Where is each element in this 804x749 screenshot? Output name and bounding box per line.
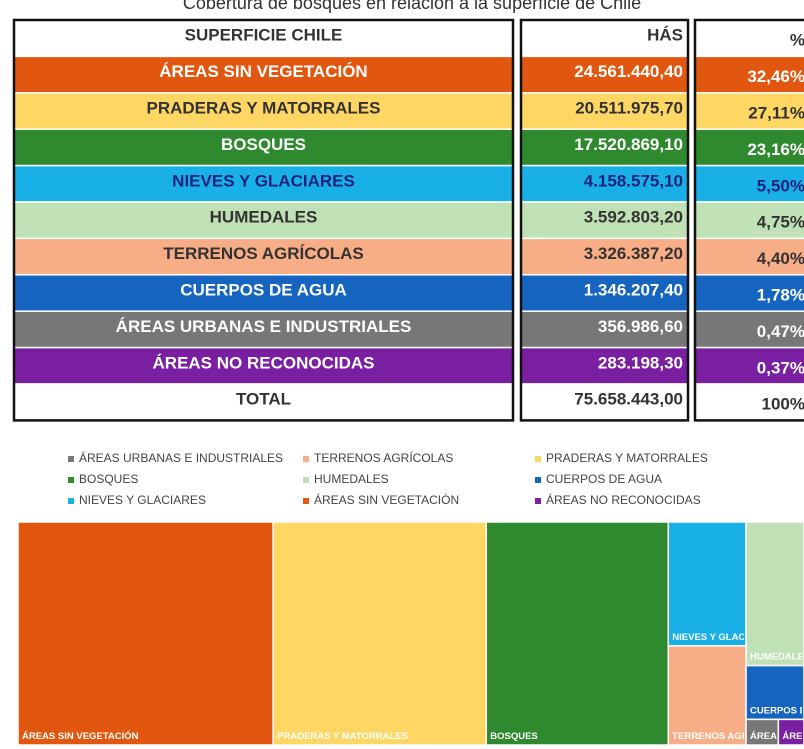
treemap-label: HUMEDALES: [750, 652, 804, 663]
treemap-label: ÁREAS NO RECONOCIDAS: [782, 731, 804, 742]
table-cell: [520, 201, 689, 240]
table-text: ÁREAS SIN VEGETACIÓN: [159, 62, 367, 81]
table-cell: [694, 128, 804, 167]
legend-label: HUMEDALES: [314, 472, 389, 486]
treemap-label: BOSQUES: [490, 731, 538, 742]
table-cell: [694, 19, 804, 58]
table-text: SUPERFICIE CHILE: [185, 26, 343, 45]
table-cell: [520, 128, 689, 167]
treemap-tile: [485, 521, 670, 746]
treemap-tile: [667, 521, 747, 647]
legend-swatch: [68, 477, 74, 483]
legend-swatch: [535, 498, 541, 504]
table-column-border: [693, 18, 804, 422]
table-text: 23,16%: [747, 140, 804, 159]
page-title: Cobertura de bosques en relación a la su…: [183, 0, 641, 13]
table-text: 4,40%: [757, 249, 804, 268]
table-column-border: [12, 18, 515, 422]
table-text: ÁREAS NO RECONOCIDAS: [153, 353, 375, 372]
table-cell: [520, 310, 689, 349]
legend-swatch: [303, 456, 309, 462]
legend-label: ÁREAS NO RECONOCIDAS: [546, 492, 701, 507]
treemap-label: ÁREAS SIN VEGETACIÓN: [22, 730, 139, 742]
table-text: 27,11%: [748, 103, 804, 122]
table-cell: [694, 164, 804, 203]
table-text: 17.520.869,10: [574, 135, 683, 154]
legend-label: PRADERAS Y MATORRALES: [546, 451, 708, 465]
legend-label: BOSQUES: [79, 472, 138, 486]
legend-swatch: [68, 456, 74, 462]
table-cell: [520, 92, 689, 130]
table-text: %: [790, 31, 804, 50]
table-text: 356.986,60: [598, 317, 683, 336]
legend-swatch: [303, 477, 309, 483]
table-text: 5,50%: [757, 176, 804, 195]
treemap-tile: [745, 664, 804, 721]
treemap-label: NIEVES Y GLACIARES: [672, 632, 774, 643]
legend-label: NIEVES Y GLACIARES: [79, 493, 206, 507]
legend-label: TERRENOS AGRÍCOLAS: [314, 450, 453, 465]
table-text: 1,78%: [757, 285, 804, 304]
legend-swatch: [68, 498, 74, 504]
treemap-tile: [17, 521, 274, 746]
treemap-tile: [667, 645, 747, 746]
legend-swatch: [535, 456, 541, 462]
treemap-label: PRADERAS Y MATORRALES: [277, 731, 408, 742]
table-text: PRADERAS Y MATORRALES: [147, 98, 381, 117]
table-text: 4,75%: [757, 213, 804, 232]
table-text: TOTAL: [236, 390, 291, 409]
table-cell: [694, 92, 804, 130]
table-text: 283.198,30: [598, 353, 683, 372]
table-text: 32,46%: [747, 67, 804, 86]
treemap-label: ÁREAS URBANAS E INDUSTRIALES: [750, 731, 804, 742]
table-cell: [13, 55, 514, 94]
legend-swatch: [535, 477, 541, 483]
table-cell: [694, 55, 804, 94]
table-text: 24.561.440,40: [574, 62, 683, 81]
treemap-label: CUERPOS DE AGUA: [750, 705, 804, 716]
legend-label: ÁREAS SIN VEGETACIÓN: [314, 492, 459, 507]
legend-label: ÁREAS URBANAS E INDUSTRIALES: [79, 450, 283, 465]
treemap-tile: [745, 718, 780, 746]
table-cell: [13, 19, 514, 58]
treemap-tile: [745, 521, 804, 667]
table-text: TERRENOS AGRÍCOLAS: [163, 244, 364, 263]
table-text: 75.658.443,00: [574, 390, 683, 409]
table-text: HÁS: [647, 26, 683, 45]
table-text: NIEVES Y GLACIARES: [172, 171, 355, 190]
table-text: 1.346.207,40: [584, 280, 683, 299]
table-text: 0,37%: [757, 358, 804, 377]
table-text: BOSQUES: [221, 135, 306, 154]
table-cell: [520, 164, 689, 203]
table-text: CUERPOS DE AGUA: [180, 280, 347, 299]
table-text: 20.511.975,70: [575, 98, 683, 117]
table-text: 3.592.803,20: [584, 208, 683, 227]
table-text: ÁREAS URBANAS E INDUSTRIALES: [116, 317, 412, 336]
table-text: 0,47%: [757, 322, 804, 341]
table-cell: [13, 346, 514, 385]
table-text: HUMEDALES: [210, 208, 318, 227]
treemap-tile: [272, 521, 488, 746]
table-text: 100%: [762, 395, 804, 414]
legend-swatch: [303, 498, 309, 504]
treemap-label: TERRENOS AGRÍCOLAS: [672, 731, 784, 742]
legend-label: CUERPOS DE AGUA: [546, 472, 662, 486]
table-column-border: [519, 18, 690, 422]
table-text: 4.158.575,10: [584, 171, 683, 190]
table-text: 3.326.387,20: [584, 244, 683, 263]
